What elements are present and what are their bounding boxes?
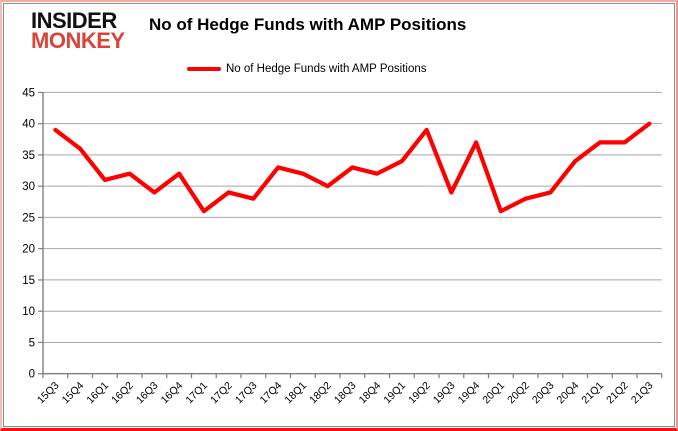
x-tick-label: 19Q4	[456, 380, 483, 407]
x-tick-label: 16Q4	[159, 380, 186, 407]
legend-label: No of Hedge Funds with AMP Positions	[226, 63, 427, 75]
x-tick-label: 16Q1	[84, 380, 111, 407]
y-tick-label: 5	[29, 337, 35, 349]
x-tick-label: 15Q3	[35, 380, 62, 407]
x-tick-label: 17Q1	[183, 380, 210, 407]
x-tick-label: 19Q1	[381, 380, 408, 407]
x-tick-label: 20Q1	[480, 380, 507, 407]
y-tick-label: 30	[22, 181, 35, 193]
x-tick-label: 19Q3	[431, 380, 458, 407]
insider-monkey-logo: INSIDER MONKEY	[31, 8, 125, 54]
x-tick-label: 20Q3	[530, 380, 557, 407]
y-tick-label: 20	[22, 244, 35, 256]
chart-frame	[3, 3, 675, 427]
x-tick-label: 21Q3	[629, 380, 656, 407]
x-tick-label: 18Q2	[307, 380, 334, 407]
x-tick-label: 16Q2	[109, 380, 136, 407]
logo-text-monkey: MONKEY	[31, 28, 125, 54]
x-tick-label: 17Q3	[233, 380, 260, 407]
y-tick-label: 25	[22, 212, 35, 224]
x-tick-label: 21Q1	[579, 380, 606, 407]
x-tick-label: 21Q2	[604, 380, 631, 407]
legend: No of Hedge Funds with AMP Positions	[187, 63, 427, 75]
x-tick-label: 20Q2	[505, 380, 532, 407]
chart-title: No of Hedge Funds with AMP Positions	[149, 15, 467, 34]
x-tick-label: 18Q1	[282, 380, 309, 407]
x-tick-label: 19Q2	[406, 380, 433, 407]
y-tick-label: 35	[22, 150, 35, 162]
data-line	[53, 121, 652, 214]
logo-text-insider: INSIDER	[31, 8, 117, 33]
x-tick-label: 18Q4	[357, 380, 384, 407]
x-tick-label: 20Q4	[555, 380, 582, 407]
y-tick-label: 0	[29, 369, 35, 381]
y-tick-label: 40	[22, 119, 35, 131]
x-tick-label: 17Q4	[258, 380, 285, 407]
x-tick-label: 17Q2	[208, 380, 235, 407]
x-tick-label: 18Q3	[332, 380, 359, 407]
legend-line-swatch	[187, 67, 221, 71]
x-tick-label: 16Q3	[134, 380, 161, 407]
y-tick-label: 10	[22, 306, 35, 318]
y-tick-label: 15	[22, 275, 35, 287]
x-tick-label: 15Q4	[60, 380, 87, 407]
y-tick-label: 45	[22, 87, 35, 99]
